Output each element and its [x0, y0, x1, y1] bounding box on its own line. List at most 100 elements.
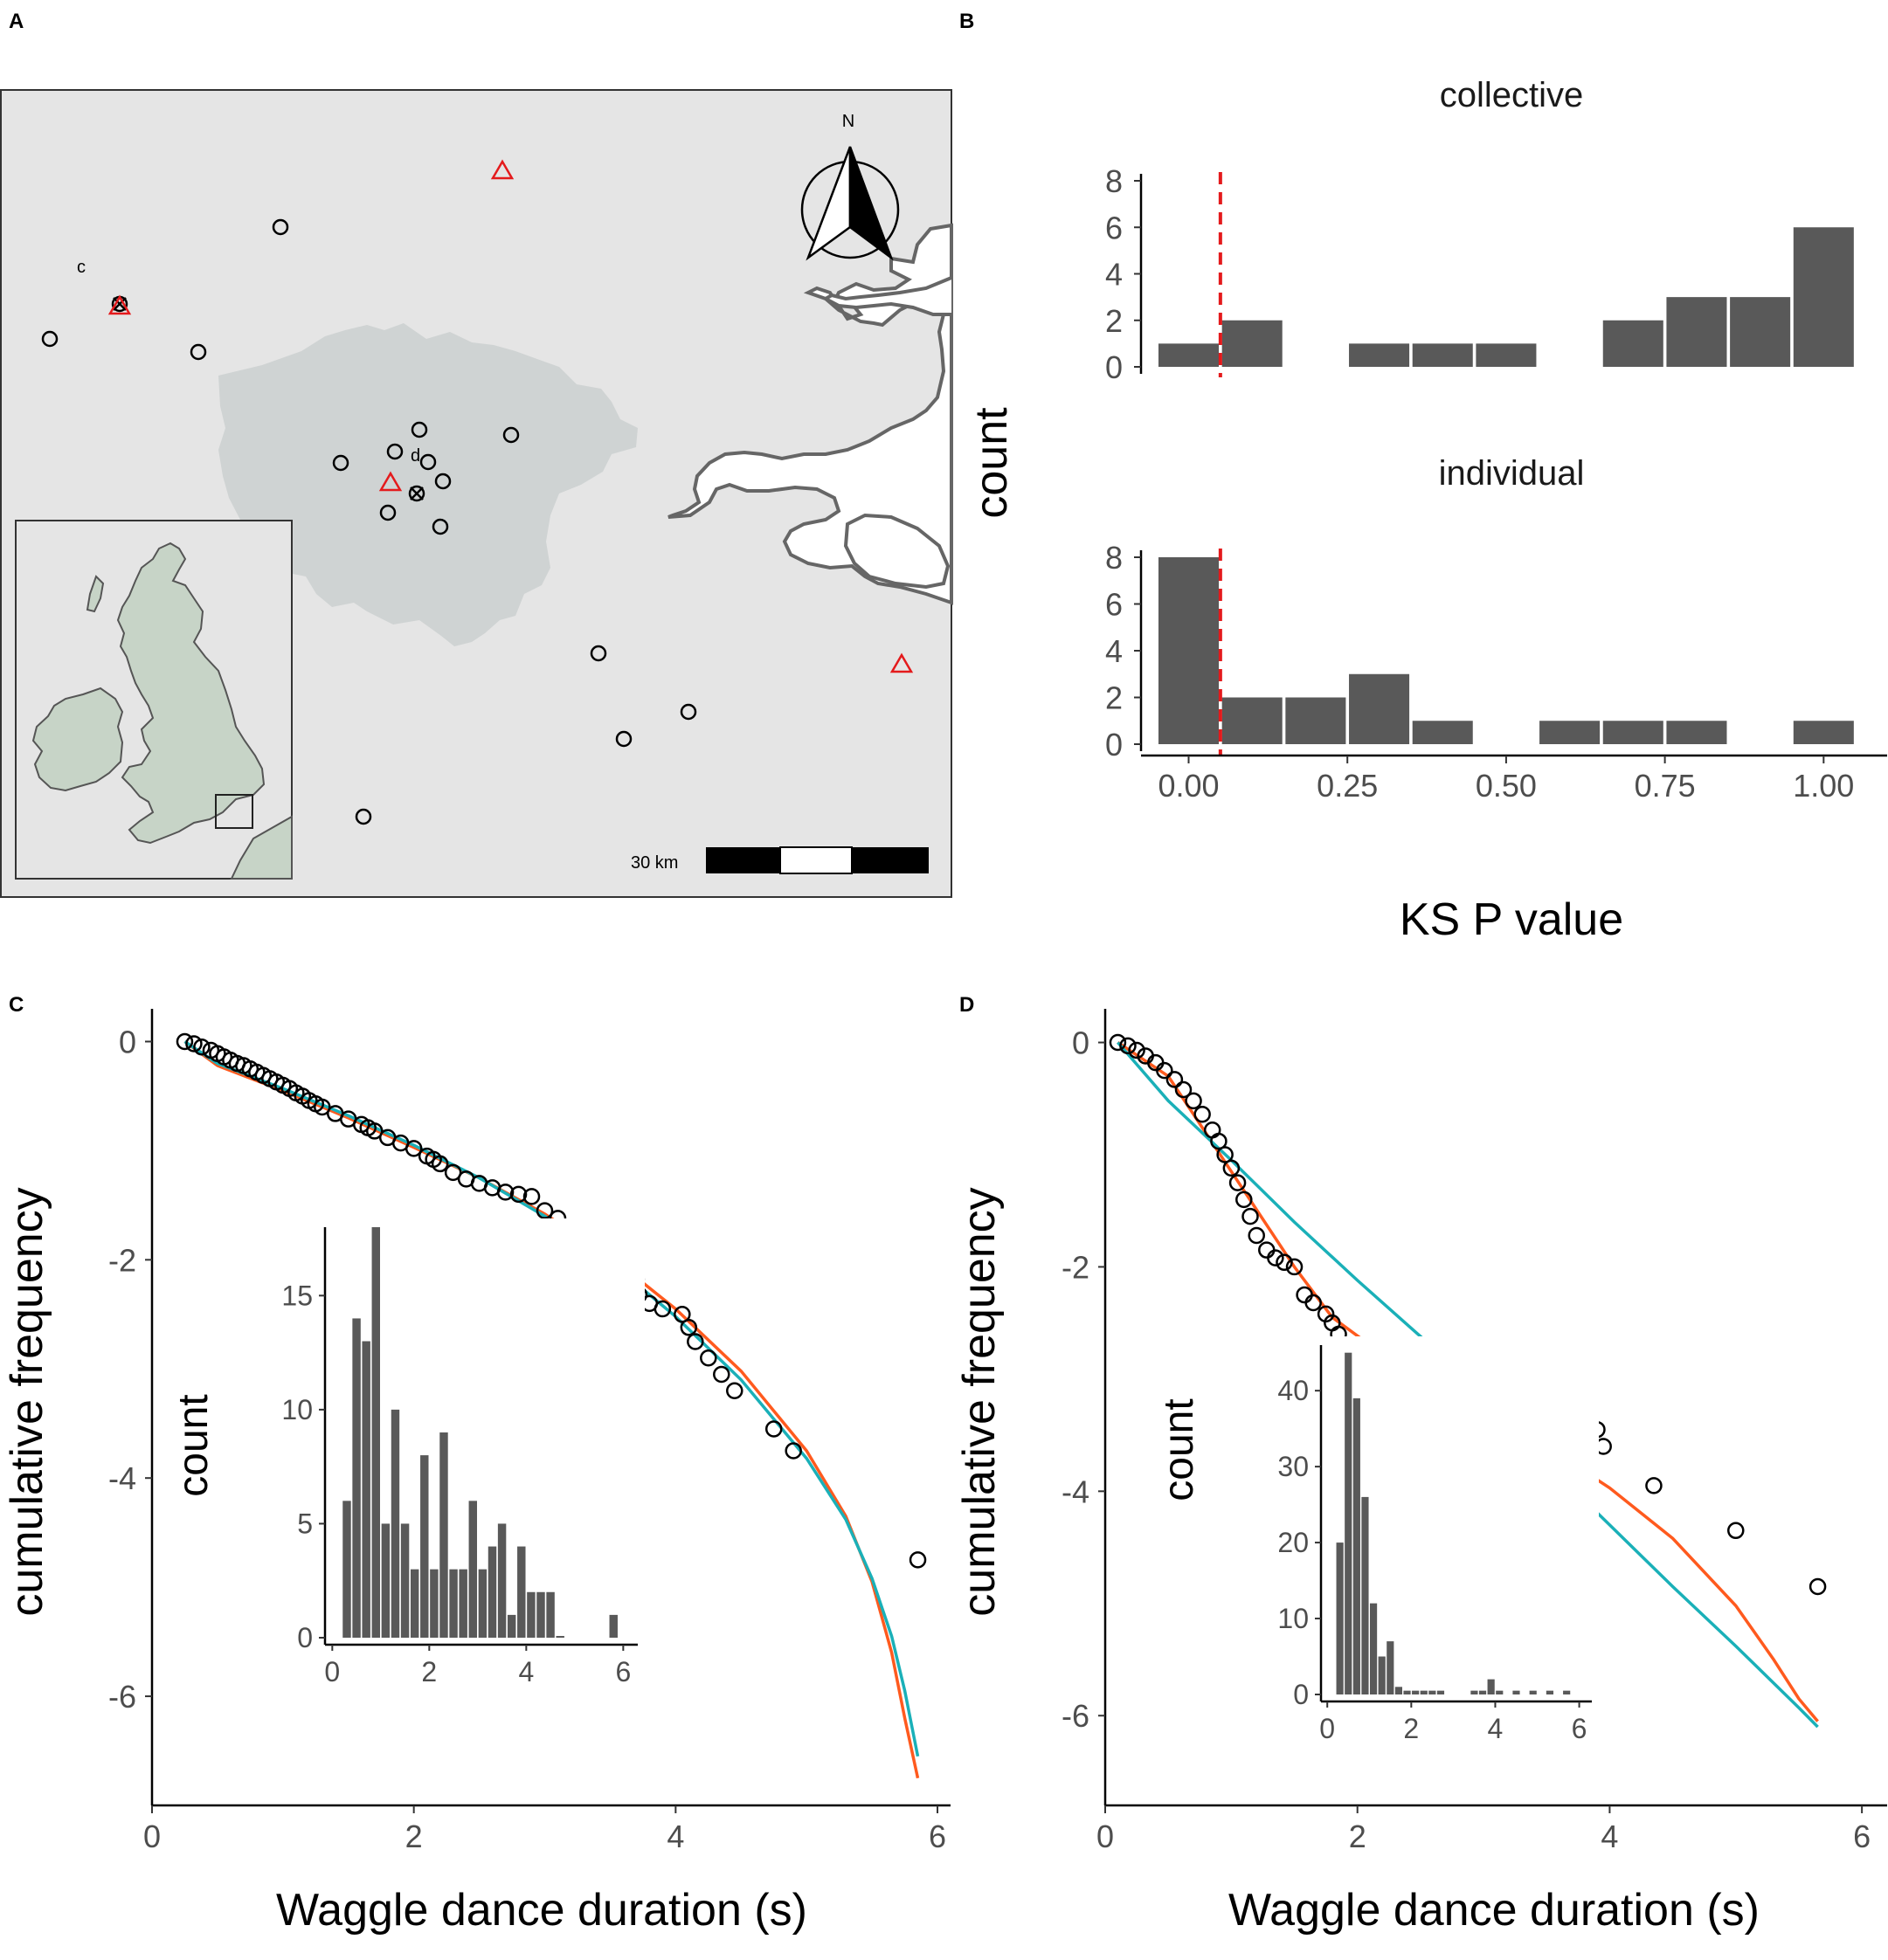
histogram-bar — [1666, 297, 1727, 367]
panel-b-y-tick-label: 0 — [1105, 727, 1123, 763]
data-point — [1267, 1249, 1284, 1266]
data-point — [1109, 1033, 1127, 1052]
panel-label-c: C — [9, 993, 24, 1017]
inset-y-tick-label: 40 — [1277, 1375, 1309, 1406]
panel-b-x-tick-label: 0.00 — [1158, 768, 1219, 804]
inset-x-tick-label: 6 — [1572, 1713, 1587, 1744]
data-point — [536, 1202, 554, 1219]
france-corner — [230, 815, 293, 880]
inset-bar — [517, 1546, 526, 1638]
inset-bar — [1546, 1690, 1554, 1694]
inset-bar — [1336, 1542, 1344, 1694]
data-point — [680, 1319, 698, 1336]
inset-bar — [1387, 1641, 1394, 1694]
panel-b-y-tick-label: 4 — [1105, 633, 1123, 669]
panel-d-inset-y-title: count — [1156, 1398, 1202, 1501]
y-tick-label: -2 — [1062, 1249, 1089, 1285]
inset-x-tick-label: 6 — [615, 1656, 631, 1687]
inset-y-tick-label: 15 — [281, 1280, 313, 1311]
london-area — [218, 323, 638, 646]
apiary-marker — [386, 443, 404, 460]
data-point — [1128, 1041, 1145, 1059]
histogram-bar — [1285, 697, 1346, 744]
data-point — [1296, 1286, 1313, 1304]
inset-bar — [1478, 1690, 1487, 1694]
facet-label-individual: individual — [1439, 454, 1585, 493]
panel-c-y-axis-title: cumulative frequency — [2, 1187, 52, 1616]
inset-bar — [1394, 1687, 1402, 1694]
data-point — [1645, 1477, 1663, 1494]
apiary-marker — [680, 703, 697, 721]
north-label: N — [842, 112, 854, 131]
facet-label-collective: collective — [1440, 76, 1584, 114]
x-tick-label: 2 — [1349, 1819, 1366, 1854]
trap-marker — [378, 471, 403, 492]
panel-d-y-axis-title: cumulative frequency — [954, 1187, 1005, 1616]
panel-label-b: B — [959, 10, 974, 33]
great-britain — [116, 542, 266, 845]
inset-bar — [546, 1591, 555, 1638]
data-point — [365, 1122, 384, 1140]
data-point — [785, 1442, 802, 1460]
data-point — [726, 1382, 743, 1400]
inset-bar — [1361, 1496, 1369, 1694]
data-point — [700, 1349, 717, 1367]
panel-b-y-tick-label: 8 — [1105, 163, 1123, 199]
inset-bar — [1512, 1690, 1520, 1694]
trap-marker — [107, 294, 132, 315]
data-point — [1248, 1226, 1265, 1245]
histogram-bar — [1539, 721, 1601, 744]
data-point — [314, 1098, 331, 1116]
apiary-marker — [590, 645, 607, 662]
inset-bar — [1369, 1603, 1378, 1694]
inset-bar — [400, 1523, 410, 1638]
histogram-bar — [1476, 343, 1537, 367]
study-area-box — [215, 794, 253, 829]
panel-b-y-tick-label: 0 — [1105, 349, 1123, 385]
apiary-marker — [41, 330, 59, 348]
histogram-bar — [1602, 721, 1663, 744]
histogram-bar — [1158, 343, 1220, 367]
histogram-bar — [1793, 227, 1854, 367]
inset-bar — [1378, 1656, 1386, 1694]
data-point — [1285, 1258, 1304, 1276]
inset-bar — [507, 1614, 516, 1638]
panel-b-x-tick-label: 0.75 — [1635, 768, 1696, 804]
inset-bar — [439, 1432, 448, 1638]
data-point — [1727, 1522, 1745, 1540]
apiary-marker — [419, 453, 437, 471]
panel-b-y-tick-label: 2 — [1105, 680, 1123, 716]
x-tick-label: 6 — [1853, 1819, 1871, 1854]
data-point — [1165, 1071, 1184, 1088]
inset-bar — [381, 1523, 391, 1638]
panel-d-x-axis-title: Waggle dance duration (s) — [1228, 1885, 1760, 1936]
north-arrow-icon: N — [800, 112, 900, 261]
data-point — [1235, 1190, 1253, 1209]
inset-bar — [449, 1569, 458, 1638]
inset-bar — [459, 1569, 467, 1638]
crossed-apiary-marker — [408, 485, 425, 502]
panel-b-y-tick-label: 4 — [1105, 257, 1123, 293]
apiary-marker — [355, 808, 372, 825]
apiary-marker — [332, 454, 349, 472]
inset-bar — [556, 1636, 564, 1638]
site-label-c: c — [77, 258, 86, 277]
panel-b-y-tick-label: 2 — [1105, 303, 1123, 339]
y-tick-label: -6 — [1062, 1698, 1089, 1734]
data-point — [1228, 1174, 1247, 1191]
inset-y-tick-label: 20 — [1277, 1527, 1309, 1558]
uk-inset-map — [15, 520, 293, 880]
inset-bar — [420, 1455, 429, 1638]
apiary-marker — [432, 518, 449, 535]
inset-y-tick-label: 5 — [297, 1508, 313, 1539]
inset-y-tick-label: 10 — [1277, 1603, 1309, 1634]
inset-bar — [1529, 1690, 1537, 1694]
data-point — [713, 1365, 730, 1384]
x-tick-label: 4 — [667, 1819, 684, 1854]
histogram-bar — [1221, 320, 1283, 367]
panel-b-y-axis-title: count — [966, 407, 1017, 519]
crossed-apiary-circle — [408, 485, 425, 502]
data-point — [405, 1140, 423, 1157]
panel-c-x-axis-title: Waggle dance duration (s) — [276, 1885, 807, 1936]
panel-b-x-axis-title: KS P value — [1400, 894, 1623, 945]
